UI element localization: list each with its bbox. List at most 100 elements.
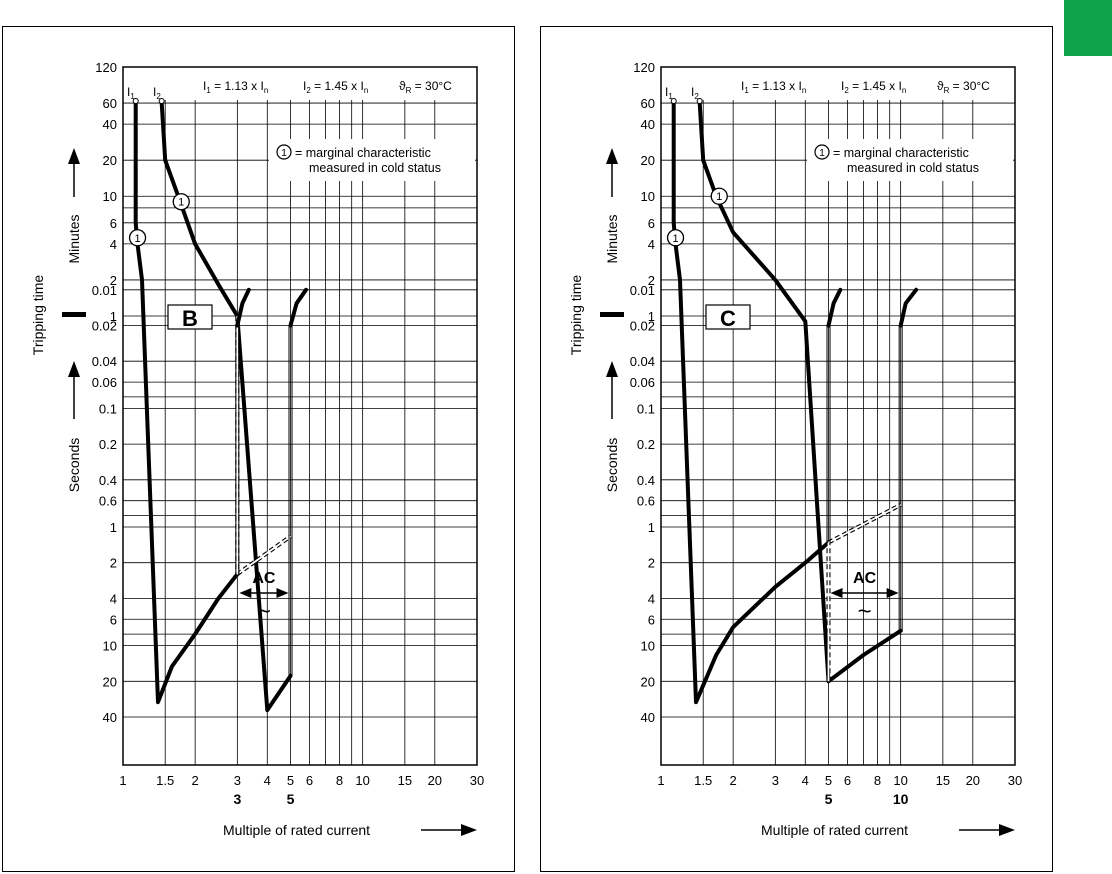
y-axis-label: Tripping time bbox=[30, 275, 46, 356]
minutes-label: Minutes bbox=[604, 214, 620, 263]
y-tick-label-seconds: 20 bbox=[641, 674, 655, 689]
y-tick-label-seconds: 0.04 bbox=[92, 354, 117, 369]
y-tick-label-minutes: 60 bbox=[103, 96, 117, 111]
cold-status-marker-number: 1 bbox=[716, 191, 722, 203]
legend-marker-circle bbox=[814, 144, 830, 160]
formula-i2: I2 = 1.45 x In bbox=[303, 79, 368, 95]
plot-frame bbox=[122, 66, 478, 766]
cold-status-marker-circle bbox=[172, 193, 190, 211]
y-tick-label-seconds: 0.4 bbox=[637, 473, 655, 488]
y-tick-label-seconds: 0.02 bbox=[630, 319, 655, 334]
formula-i2: I2 = 1.45 x In bbox=[841, 79, 906, 95]
y-tick-labels: 0.010.020.040.060.10.20.40.6124610204012… bbox=[630, 60, 655, 725]
header-i2-sub: 2 bbox=[694, 92, 699, 101]
trip-curve-chart-c: 0.010.020.040.060.10.20.40.6124610204012… bbox=[568, 60, 1022, 838]
formula-i1-sub: 1 bbox=[206, 86, 211, 95]
y-tick-label-minutes: 1 bbox=[648, 309, 655, 324]
axis-divider-bar bbox=[600, 312, 624, 317]
y-tick-label-minutes: 120 bbox=[95, 60, 117, 75]
y-tick-label-minutes: 120 bbox=[633, 60, 655, 75]
minutes-arrow-head bbox=[606, 148, 618, 164]
ac-symbol: ~ bbox=[257, 598, 271, 625]
y-tick-label-seconds: 20 bbox=[103, 674, 117, 689]
header-i1-sub: 1 bbox=[130, 92, 135, 101]
formula-temp-sub: R bbox=[406, 86, 412, 95]
formula-temp-rest: = 30°C bbox=[411, 79, 452, 93]
y-tick-label-minutes: 40 bbox=[103, 117, 117, 132]
y-tick-label-seconds: 2 bbox=[110, 556, 117, 571]
curve-upper bbox=[159, 101, 293, 713]
legend-line1: = marginal characteristic bbox=[833, 146, 969, 160]
curve-instant-left bbox=[235, 287, 251, 328]
x-bold-tick-label: 5 bbox=[825, 791, 833, 807]
y-tick-label-minutes: 6 bbox=[110, 216, 117, 231]
legend-line1: = marginal characteristic bbox=[295, 146, 431, 160]
y-tick-label-seconds: 2 bbox=[648, 556, 655, 571]
curve-start-point bbox=[158, 98, 165, 105]
formula-i2-rest: = 1.45 x I bbox=[849, 79, 902, 93]
header-i2-sub: 2 bbox=[156, 92, 161, 101]
y-tick-label-seconds: 1 bbox=[648, 520, 655, 535]
formula-i1-rest: = 1.13 x I bbox=[211, 79, 264, 93]
y-tick-label-minutes: 40 bbox=[641, 117, 655, 132]
header-i1-marker: I1 bbox=[127, 85, 135, 101]
curve-start-point bbox=[696, 98, 703, 105]
x-tick-label: 3 bbox=[772, 773, 779, 788]
formula-temp-rest: = 30°C bbox=[949, 79, 990, 93]
axis-divider-bar bbox=[62, 312, 86, 317]
x-tick-label: 15 bbox=[936, 773, 950, 788]
x-tick-label: 30 bbox=[470, 773, 484, 788]
header-band bbox=[123, 67, 477, 100]
formula-i2-sub: 2 bbox=[844, 86, 849, 95]
x-tick-label: 8 bbox=[336, 773, 343, 788]
section-color-tab bbox=[1064, 0, 1112, 56]
header-i2-marker: I2 bbox=[691, 85, 699, 101]
legend-box bbox=[269, 139, 475, 181]
curve-instant-left bbox=[826, 287, 843, 328]
panel-label: B bbox=[182, 306, 198, 331]
x-bold-tick-label: 3 bbox=[233, 791, 241, 807]
x-tick-label: 4 bbox=[264, 773, 271, 788]
x-bold-tick-label: 10 bbox=[893, 791, 909, 807]
x-tick-label: 2 bbox=[192, 773, 199, 788]
y-tick-label-minutes: 4 bbox=[110, 237, 117, 252]
ac-label: AC bbox=[252, 570, 276, 587]
x-tick-label: 15 bbox=[398, 773, 412, 788]
ac-arrow-head-left bbox=[830, 588, 843, 598]
x-tick-label: 1.5 bbox=[156, 773, 174, 788]
x-tick-label: 1.5 bbox=[694, 773, 712, 788]
x-tick-labels: 1 1.5 2 3 4 5 6 8 10 15 20 30 3 5 bbox=[119, 773, 484, 807]
x-tick-label: 4 bbox=[802, 773, 809, 788]
formula-temperature: ϑR = 30°C bbox=[399, 79, 452, 95]
y-tick-label-minutes: 20 bbox=[641, 153, 655, 168]
minutes-label: Minutes bbox=[66, 214, 82, 263]
formula-i1-n: n bbox=[264, 86, 268, 95]
curve-lower bbox=[133, 101, 240, 705]
x-axis-label: Multiple of rated current bbox=[223, 822, 370, 838]
ac-label: AC bbox=[853, 570, 877, 587]
y-tick-labels: 0.010.020.040.060.10.20.40.6124610204012… bbox=[92, 60, 117, 725]
formula-i1: I1 = 1.13 x In bbox=[741, 79, 806, 95]
formula-i1: I1 = 1.13 x In bbox=[203, 79, 268, 95]
y-tick-label-minutes: 60 bbox=[641, 96, 655, 111]
formula-i2-sub: 2 bbox=[306, 86, 311, 95]
y-tick-label-seconds: 0.2 bbox=[637, 437, 655, 452]
y-tick-label-seconds: 6 bbox=[110, 612, 117, 627]
formula-i2-n: n bbox=[364, 86, 368, 95]
x-tick-label: 20 bbox=[966, 773, 980, 788]
cold-status-marker-number: 1 bbox=[178, 197, 184, 209]
x-tick-label: 10 bbox=[355, 773, 369, 788]
x-tick-label: 3 bbox=[234, 773, 241, 788]
x-tick-label: 5 bbox=[825, 773, 832, 788]
x-tick-labels: 1 1.5 2 3 4 5 6 8 10 15 20 30 5 10 bbox=[657, 773, 1022, 807]
formula-i1-n: n bbox=[802, 86, 806, 95]
y-tick-label-minutes: 4 bbox=[648, 237, 655, 252]
x-tick-label: 6 bbox=[306, 773, 313, 788]
x-tick-label: 20 bbox=[428, 773, 442, 788]
legend-box bbox=[807, 139, 1013, 181]
seconds-arrow-head bbox=[68, 361, 80, 377]
seconds-label: Seconds bbox=[604, 438, 620, 492]
y-tick-label-minutes: 20 bbox=[103, 153, 117, 168]
y-tick-label-seconds: 4 bbox=[648, 591, 655, 606]
ac-arrow-head-right bbox=[276, 588, 289, 598]
